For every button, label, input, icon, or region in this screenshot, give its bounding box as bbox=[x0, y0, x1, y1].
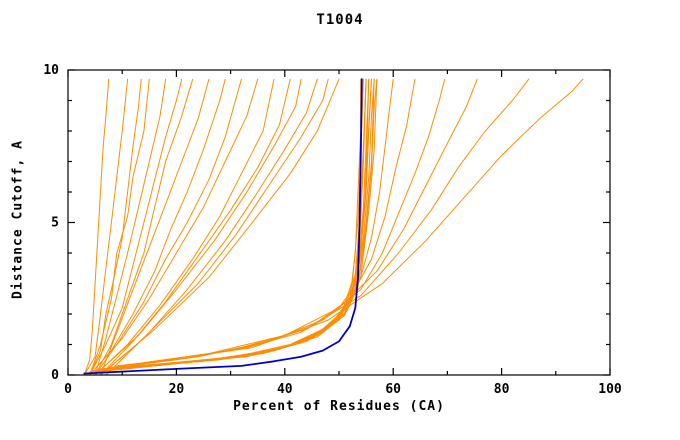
y-tick-label: 5 bbox=[51, 216, 59, 231]
chart-title: T1004 bbox=[316, 12, 364, 28]
model-curve bbox=[132, 78, 530, 365]
model-curve bbox=[105, 78, 329, 376]
x-tick-label: 100 bbox=[598, 382, 622, 397]
model-curve bbox=[143, 78, 584, 364]
x-tick-label: 20 bbox=[169, 382, 185, 397]
axis-frame bbox=[67, 69, 611, 376]
model-curve bbox=[100, 78, 210, 376]
model-curve bbox=[89, 78, 183, 376]
model-curve bbox=[94, 78, 242, 376]
model-curve bbox=[94, 78, 275, 376]
model-curve bbox=[100, 78, 367, 372]
model-curve bbox=[89, 78, 259, 376]
x-axis-label: Percent of Residues (CA) bbox=[233, 399, 445, 414]
model-curve bbox=[138, 78, 378, 367]
model-curve bbox=[94, 78, 302, 376]
x-tick-label: 80 bbox=[494, 382, 510, 397]
model-curve bbox=[83, 78, 110, 376]
model-curve bbox=[83, 78, 129, 376]
model-curve bbox=[100, 78, 318, 376]
model-curve bbox=[94, 78, 194, 376]
x-tick-label: 0 bbox=[64, 382, 72, 397]
y-tick-label: 0 bbox=[51, 368, 59, 383]
x-tick-label: 60 bbox=[385, 382, 401, 397]
model-curve bbox=[116, 78, 446, 367]
model-curve bbox=[100, 78, 340, 376]
model-curve bbox=[89, 78, 150, 376]
highlight-curve bbox=[83, 78, 363, 375]
model-curve bbox=[89, 78, 226, 376]
model-curve bbox=[100, 78, 291, 376]
x-tick-label: 40 bbox=[277, 382, 293, 397]
model-curve bbox=[89, 78, 362, 373]
model-curve bbox=[121, 78, 478, 367]
model-curve bbox=[132, 78, 375, 367]
y-tick-label: 10 bbox=[43, 63, 59, 78]
model-curve bbox=[94, 78, 167, 376]
